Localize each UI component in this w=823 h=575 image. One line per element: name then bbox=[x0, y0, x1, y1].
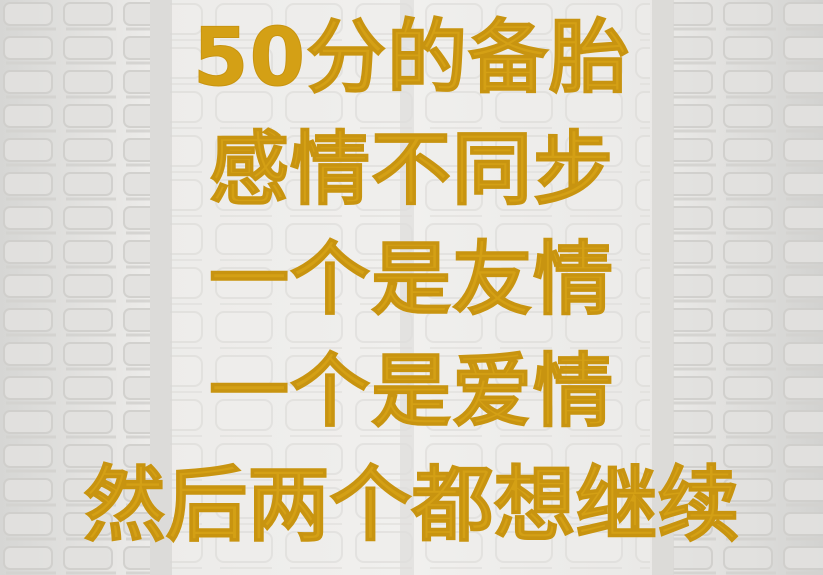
caption-line-5: 然后两个都想继续 bbox=[83, 458, 740, 553]
caption-line-2: 感情不同步 bbox=[209, 123, 614, 216]
caption-line-3: 一个是友情 bbox=[209, 233, 614, 326]
caption-line-1: 50分的备胎 bbox=[192, 11, 631, 104]
caption-line-4: 一个是爱情 bbox=[209, 345, 614, 438]
